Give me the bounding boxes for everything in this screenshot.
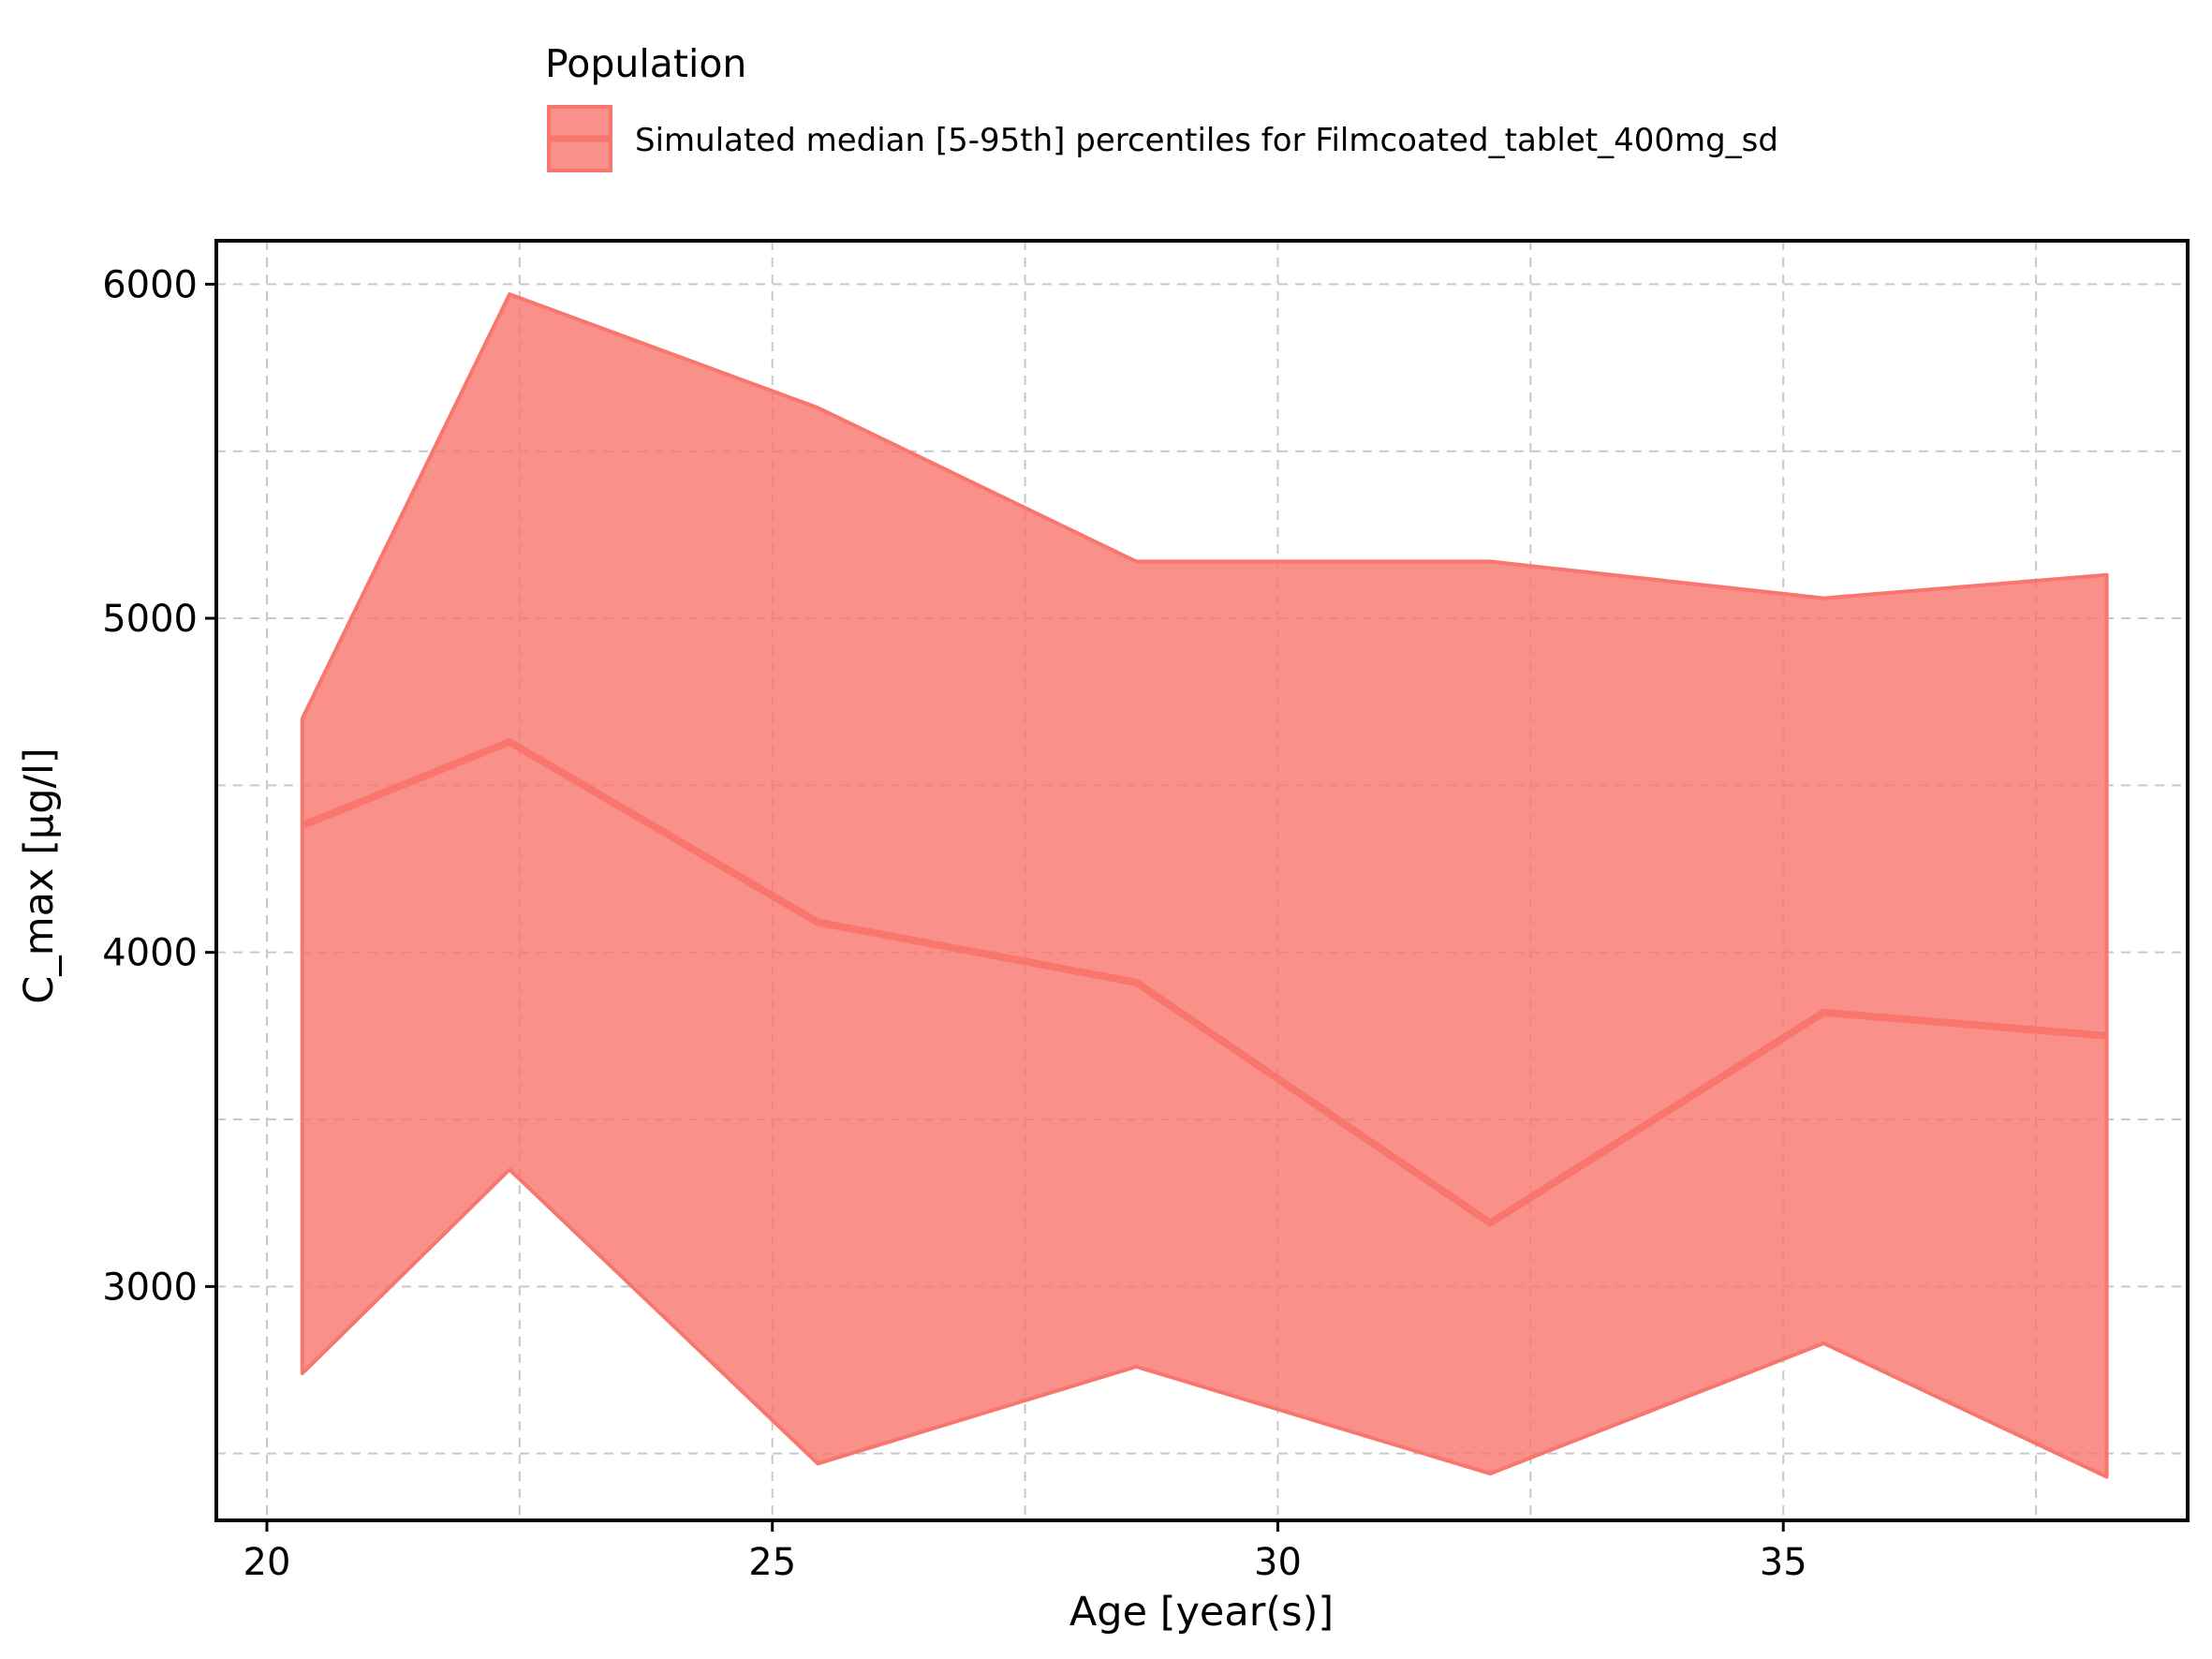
- legend-key: [547, 105, 612, 172]
- x-tick-label: 30: [1254, 1541, 1302, 1584]
- x-tick-label: 25: [748, 1541, 796, 1584]
- y-tick-label: 4000: [102, 932, 198, 975]
- y-axis-ticks: 3000 4000 5000 6000: [102, 263, 216, 1309]
- x-tick-label: 20: [243, 1541, 291, 1584]
- data-layer: [300, 292, 2109, 1479]
- median-line: [301, 738, 2107, 1227]
- y-tick-label: 6000: [102, 263, 198, 306]
- x-tick-label: 35: [1760, 1541, 1807, 1584]
- legend: Population Simulated median [5-95th] per…: [545, 41, 1778, 172]
- y-tick-label: 5000: [102, 598, 198, 641]
- legend-entry-label: Simulated median [5-95th] percentiles fo…: [635, 122, 1778, 159]
- plot-frame: [214, 239, 2190, 1522]
- x-axis-ticks: 20 25 30 35: [243, 1520, 1807, 1584]
- y-tick-label: 3000: [102, 1266, 198, 1309]
- x-axis-title: Age [year(s)]: [1069, 1589, 1334, 1636]
- legend-title: Population: [545, 41, 746, 86]
- percentile-band: [300, 292, 2109, 1479]
- y-axis-title: C_max [µg/l]: [16, 748, 63, 1004]
